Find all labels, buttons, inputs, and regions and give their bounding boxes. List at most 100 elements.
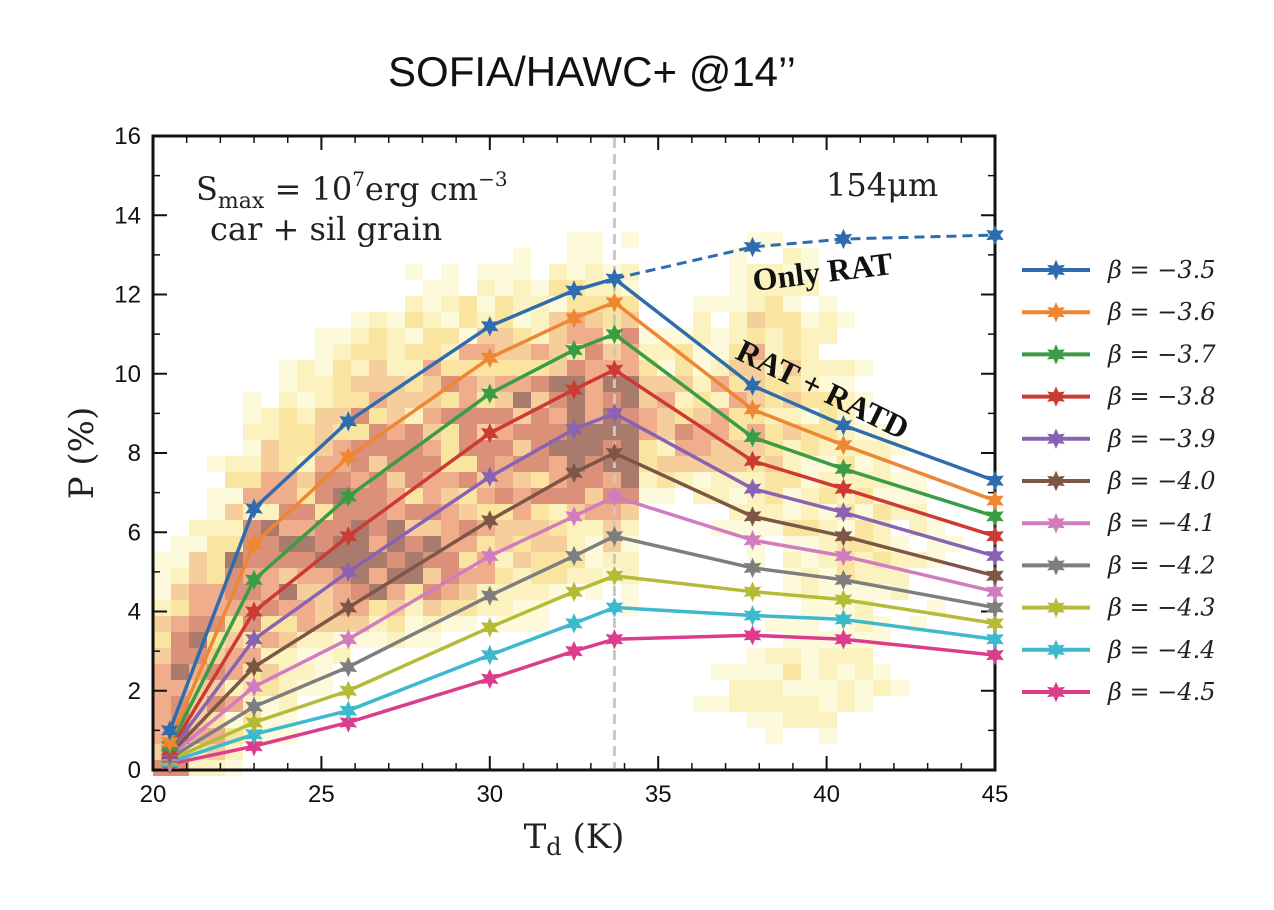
histogram-cell xyxy=(603,456,621,472)
histogram-cell xyxy=(585,312,603,328)
histogram-cell xyxy=(819,680,837,696)
histogram-cell xyxy=(459,616,477,632)
data-point xyxy=(743,375,762,396)
histogram-cell xyxy=(801,328,819,344)
data-point xyxy=(986,545,1004,567)
histogram-cell xyxy=(333,584,351,600)
histogram-cell xyxy=(765,312,783,328)
histogram-cell xyxy=(423,568,441,584)
histogram-cell xyxy=(693,376,711,392)
histogram-cell xyxy=(171,648,189,664)
histogram-cell xyxy=(279,456,297,472)
histogram-cell xyxy=(747,360,765,376)
histogram-cell xyxy=(531,536,549,552)
histogram-cell xyxy=(225,456,243,472)
histogram-cell xyxy=(369,456,387,472)
histogram-cell xyxy=(495,264,513,280)
legend-label: β = −4.3 xyxy=(1107,594,1216,622)
histogram-cell xyxy=(765,296,783,312)
histogram-cell xyxy=(585,584,603,600)
histogram-cell xyxy=(783,376,801,392)
data-point xyxy=(743,450,762,472)
y-tick-label: 6 xyxy=(128,519,141,546)
histogram-cell xyxy=(567,488,585,504)
histogram-cell xyxy=(459,296,477,312)
histogram-cell xyxy=(549,536,567,552)
histogram-cell xyxy=(711,696,729,712)
histogram-cell xyxy=(315,456,333,472)
histogram-cell xyxy=(801,600,819,616)
data-point xyxy=(743,506,762,527)
histogram-cell xyxy=(495,552,513,568)
histogram-cell xyxy=(819,312,837,328)
histogram-cell xyxy=(351,344,369,360)
histogram-cell xyxy=(459,488,477,504)
histogram-cell xyxy=(207,504,225,520)
histogram-cell xyxy=(729,696,747,712)
histogram-cell xyxy=(855,392,873,408)
histogram-cell xyxy=(747,680,765,696)
data-point xyxy=(245,601,263,622)
histogram-cell xyxy=(513,520,531,536)
histogram-cell xyxy=(549,520,567,536)
legend-entry: β = −3.5 xyxy=(1022,256,1216,284)
data-point xyxy=(339,680,358,702)
histogram-cell xyxy=(315,376,333,392)
histogram-cell xyxy=(873,504,891,520)
histogram-cell xyxy=(225,760,243,776)
histogram-cell xyxy=(567,264,585,280)
histogram-cell xyxy=(621,296,639,312)
histogram-cell xyxy=(801,280,819,296)
histogram-cell xyxy=(639,488,657,504)
histogram-cell xyxy=(441,440,459,456)
histogram-cell xyxy=(171,552,189,568)
histogram-cell xyxy=(873,664,891,680)
histogram-cell xyxy=(225,664,243,680)
histogram-cell xyxy=(171,584,189,600)
histogram-cell xyxy=(711,664,729,680)
histogram-cell xyxy=(765,664,783,680)
histogram-cell xyxy=(801,680,819,696)
histogram-cell xyxy=(405,536,423,552)
histogram-cell xyxy=(315,328,333,344)
series-group xyxy=(160,359,1004,761)
histogram-cell xyxy=(243,440,261,456)
histogram-cell xyxy=(441,296,459,312)
histogram-cell xyxy=(801,488,819,504)
histogram-cell xyxy=(315,344,333,360)
histogram-cell xyxy=(765,376,783,392)
histogram-cell xyxy=(765,424,783,440)
histogram-cell xyxy=(261,440,279,456)
histogram-cell xyxy=(531,568,549,584)
histogram-cell xyxy=(549,360,567,376)
only-rat-dashed-line xyxy=(614,233,996,281)
histogram-cell xyxy=(711,472,729,488)
histogram-cell xyxy=(279,360,297,376)
histogram-cell xyxy=(369,328,387,344)
data-point xyxy=(605,628,624,650)
histogram-cell xyxy=(801,248,819,264)
histogram-cell xyxy=(225,488,243,504)
histogram-cell xyxy=(621,472,639,488)
histogram-cell xyxy=(315,360,333,376)
histogram-cell xyxy=(495,520,513,536)
histogram-cell xyxy=(297,584,315,600)
histogram-cell xyxy=(333,552,351,568)
legend-entry: β = −4.3 xyxy=(1022,594,1216,622)
histogram-cell xyxy=(423,328,441,344)
data-point xyxy=(986,628,1004,650)
data-point xyxy=(480,668,499,690)
histogram-cell xyxy=(189,616,207,632)
wavelength-annotation: 154μm xyxy=(826,166,938,204)
histogram-cell xyxy=(621,520,639,536)
legend-label: β = −4.1 xyxy=(1107,509,1216,537)
histogram-cell xyxy=(747,712,765,728)
data-point xyxy=(480,644,499,666)
data-point xyxy=(565,308,583,329)
histogram-cell xyxy=(423,424,441,440)
histogram-cell xyxy=(927,520,945,536)
histogram-cell xyxy=(333,392,351,408)
smax-annotation: Smax = 107erg cm−3 xyxy=(196,167,508,214)
histogram-cell xyxy=(657,360,675,376)
histogram-cell xyxy=(513,504,531,520)
